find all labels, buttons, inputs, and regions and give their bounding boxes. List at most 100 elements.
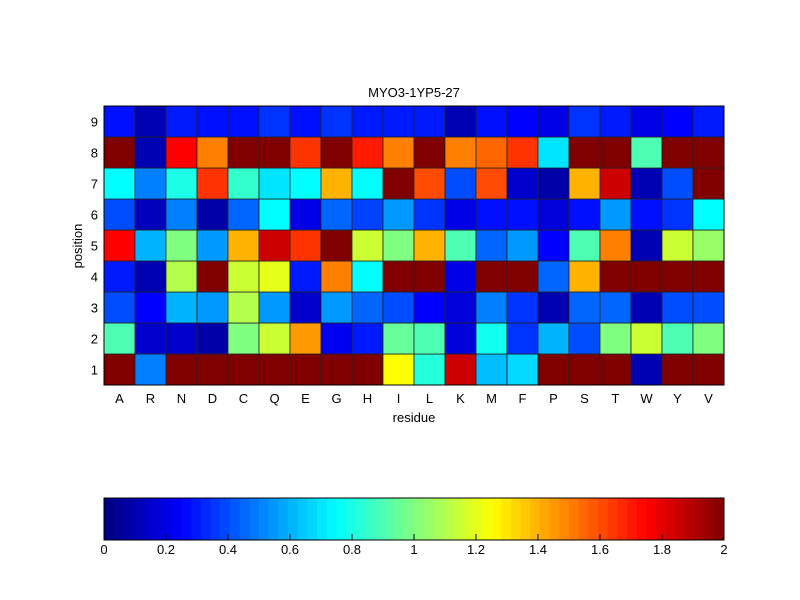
heatmap-cell-Y-1 [661, 353, 694, 386]
colorbar-band [433, 498, 444, 540]
colorbar-band [539, 498, 551, 540]
heatmap-cell-F-8 [506, 136, 539, 169]
heatmap-cell-G-8 [320, 136, 353, 169]
heatmap-cell-G-4 [320, 260, 353, 293]
heatmap-cell-A-1 [103, 353, 136, 386]
heatmap-cell-F-3 [506, 291, 539, 324]
colorbar-band [181, 498, 192, 540]
heatmap-cell-E-4 [289, 260, 322, 293]
colorbar-band [259, 498, 270, 540]
heatmap-cell-L-1 [413, 353, 446, 386]
x-tick-label: V [704, 391, 713, 406]
colorbar-band [472, 498, 483, 540]
colorbar-band [375, 498, 386, 540]
colorbar-band [607, 498, 618, 540]
heatmap-cell-Q-5 [258, 229, 291, 262]
colorbar-band [530, 498, 541, 540]
x-tick-label: L [426, 391, 433, 406]
x-axis-label: residue [393, 410, 436, 425]
heatmap-cell-V-9 [692, 105, 725, 138]
colorbar-band [627, 498, 638, 540]
heatmap-cell-A-4 [103, 260, 136, 293]
heatmap-cell-L-7 [413, 167, 446, 200]
colorbar-tick-label: 1.8 [653, 542, 671, 557]
heatmap-cell-A-6 [103, 198, 136, 231]
heatmap-cell-P-3 [537, 291, 570, 324]
heatmap-cell-H-4 [351, 260, 384, 293]
heatmap-cell-R-6 [134, 198, 167, 231]
heatmap-cell-H-8 [351, 136, 384, 169]
heatmap-cell-C-8 [227, 136, 260, 169]
heatmap-cell-I-6 [382, 198, 415, 231]
heatmap-cell-N-1 [165, 353, 198, 386]
heatmap-cell-H-6 [351, 198, 384, 231]
colorbar-band [336, 498, 347, 540]
heatmap-cell-N-5 [165, 229, 198, 262]
heatmap-cell-K-6 [444, 198, 477, 231]
heatmap-cell-F-5 [506, 229, 539, 262]
x-tick-label: T [612, 391, 620, 406]
heatmap-cell-Y-4 [661, 260, 694, 293]
heatmap-cell-H-3 [351, 291, 384, 324]
heatmap-cell-M-8 [475, 136, 508, 169]
heatmap-cell-G-9 [320, 105, 353, 138]
heatmap-cell-D-8 [196, 136, 229, 169]
heatmap-cell-I-7 [382, 167, 415, 200]
colorbar-band [714, 498, 725, 540]
colorbar-band [123, 498, 134, 540]
heatmap-cell-A-5 [103, 229, 136, 262]
colorbar-tick-labels: 0 0.2 0.4 0.6 0.8 1 1.2 1.4 1.6 1.8 2 [100, 534, 728, 557]
heatmap-cell-E-1 [289, 353, 322, 386]
heatmap-cell-Q-1 [258, 353, 291, 386]
colorbar-band [414, 498, 425, 540]
heatmap-cell-K-2 [444, 322, 477, 355]
heatmap-cell-N-6 [165, 198, 198, 231]
heatmap-cell-T-5 [599, 229, 632, 262]
heatmap-cell-V-4 [692, 260, 725, 293]
heatmap-cell-M-3 [475, 291, 508, 324]
x-tick-label: D [208, 391, 217, 406]
colorbar-band [588, 498, 599, 540]
colorbar-band [210, 498, 221, 540]
heatmap-cell-C-2 [227, 322, 260, 355]
colorbar-band [694, 498, 706, 540]
heatmap-cell-R-1 [134, 353, 167, 386]
colorbar-band [704, 498, 715, 540]
heatmap-cell-D-9 [196, 105, 229, 138]
heatmap-cell-T-9 [599, 105, 632, 138]
heatmap-cell-C-6 [227, 198, 260, 231]
colorbar-band [317, 498, 328, 540]
heatmap-cells [103, 105, 725, 386]
y-tick-label: 2 [91, 332, 98, 347]
heatmap-cell-P-9 [537, 105, 570, 138]
heatmap-cell-G-1 [320, 353, 353, 386]
heatmap-cell-K-7 [444, 167, 477, 200]
heatmap-cell-W-1 [630, 353, 663, 386]
heatmap-cell-I-1 [382, 353, 415, 386]
heatmap-cell-I-3 [382, 291, 415, 324]
heatmap-cell-A-9 [103, 105, 136, 138]
colorbar-band [152, 498, 163, 540]
heatmap-cell-I-5 [382, 229, 415, 262]
x-tick-label: E [301, 391, 310, 406]
heatmap-cell-E-6 [289, 198, 322, 231]
colorbar-tick-label: 0.2 [157, 542, 175, 557]
heatmap-cell-D-4 [196, 260, 229, 293]
heatmap-cell-T-7 [599, 167, 632, 200]
colorbar-tick-label: 0 [100, 542, 107, 557]
colorbar-band [443, 498, 454, 540]
y-tick-label: 5 [91, 239, 98, 254]
colorbar-band [617, 498, 628, 540]
colorbar-band [569, 498, 580, 540]
heatmap-cell-I-9 [382, 105, 415, 138]
heatmap-cell-L-6 [413, 198, 446, 231]
heatmap-cell-C-5 [227, 229, 260, 262]
heatmap-cell-R-3 [134, 291, 167, 324]
x-tick-label: M [486, 391, 497, 406]
heatmap-cell-K-1 [444, 353, 477, 386]
colorbar-band [656, 498, 667, 540]
heatmap-cell-P-5 [537, 229, 570, 262]
x-tick-label: Y [673, 391, 682, 406]
heatmap-cell-S-7 [568, 167, 601, 200]
heatmap-cell-R-8 [134, 136, 167, 169]
